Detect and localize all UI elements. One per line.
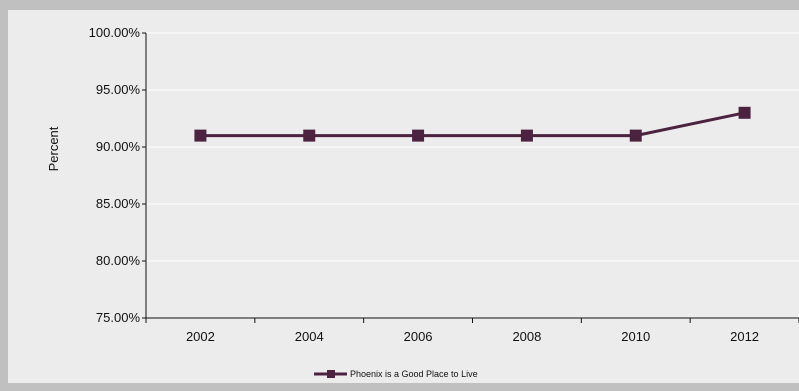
grid-layer — [146, 32, 799, 262]
y-tick-label: 85.00% — [96, 196, 141, 211]
x-tick-label: 2004 — [295, 329, 324, 344]
data-point-marker — [738, 106, 751, 119]
y-tick-label: 95.00% — [96, 82, 141, 97]
y-axis-title: Percent — [46, 126, 61, 171]
x-tick-label: 2002 — [186, 329, 215, 344]
legend-series-marker — [327, 370, 335, 378]
legend-series-label: Phoenix is a Good Place to Live — [350, 369, 478, 379]
axis-layer — [142, 32, 799, 323]
data-point-marker — [629, 129, 642, 142]
y-tick-label: 90.00% — [96, 139, 141, 154]
data-point-marker — [303, 129, 316, 142]
x-tick-label: 2010 — [621, 329, 650, 344]
x-tick-label: 2006 — [404, 329, 433, 344]
label-layer: 75.00% 80.00% 85.00% 90.00% 95.00% 100.00% 200… — [89, 25, 759, 344]
series-line — [200, 111, 745, 138]
series-layer — [194, 106, 751, 142]
legend: Phoenix is a Good Place to Live — [314, 369, 478, 379]
x-tick-label: 2012 — [730, 329, 759, 344]
y-tick-label: 100.00% — [89, 25, 141, 40]
data-point-marker — [194, 129, 207, 142]
data-point-marker — [520, 129, 533, 142]
chart-panel — [8, 10, 799, 383]
data-point-marker — [412, 129, 425, 142]
y-tick-label: 80.00% — [96, 253, 141, 268]
x-tick-label: 2008 — [512, 329, 541, 344]
y-tick-label: 75.00% — [96, 310, 141, 325]
